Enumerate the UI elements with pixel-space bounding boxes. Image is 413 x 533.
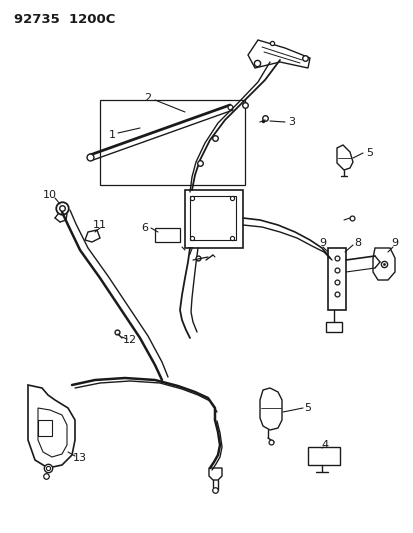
Text: 9: 9 <box>319 238 326 248</box>
Text: 3: 3 <box>288 117 295 127</box>
Text: 2: 2 <box>144 93 151 103</box>
Text: 10: 10 <box>43 190 57 200</box>
Bar <box>38 420 52 436</box>
Text: 12: 12 <box>123 335 137 345</box>
Text: 1: 1 <box>108 130 115 140</box>
Text: 4: 4 <box>320 440 328 450</box>
Text: 7: 7 <box>186 247 193 257</box>
Text: 5: 5 <box>304 403 311 413</box>
Text: 6: 6 <box>141 223 148 233</box>
Bar <box>154 228 180 242</box>
Bar <box>325 322 341 332</box>
Text: 9: 9 <box>391 238 398 248</box>
Bar <box>190 196 235 240</box>
Bar <box>185 190 242 248</box>
Bar <box>100 100 244 185</box>
Text: 5: 5 <box>366 148 373 158</box>
Bar <box>327 248 345 310</box>
Text: 8: 8 <box>354 238 361 248</box>
Text: 13: 13 <box>73 453 87 463</box>
Text: 11: 11 <box>93 220 107 230</box>
Text: 92735  1200C: 92735 1200C <box>14 13 115 26</box>
Bar <box>307 447 339 465</box>
